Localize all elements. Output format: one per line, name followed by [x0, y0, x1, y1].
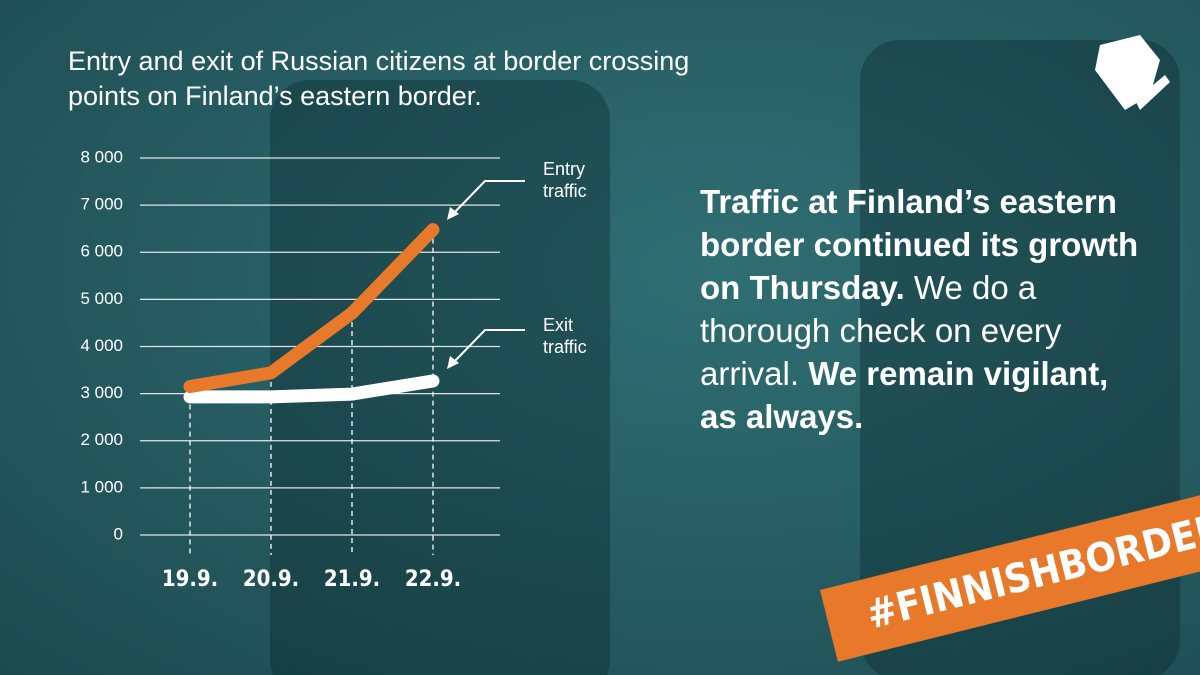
y-tick-label: 2 000 [80, 430, 123, 449]
y-tick-label: 7 000 [80, 195, 123, 214]
message: Traffic at Finland’s eastern border cont… [700, 180, 1150, 438]
message-text: We do a thorough check on every arrival. [700, 269, 1062, 392]
legend-entry: Entry traffic [543, 159, 587, 201]
y-tick-label: 1 000 [80, 477, 123, 496]
legend-arrow [451, 329, 525, 365]
y-tick-label: 3 000 [80, 383, 123, 402]
x-tick-label: 22.9. [405, 567, 461, 592]
background-figure [270, 80, 610, 675]
y-tick-label: 5 000 [80, 289, 123, 308]
chart-title: Entry and exit of Russian citizens at bo… [68, 46, 690, 111]
logo [1095, 35, 1170, 110]
series-line [183, 223, 440, 394]
x-tick-label: 20.9. [243, 567, 299, 592]
legend-arrow-head [447, 207, 459, 220]
y-tick-label: 6 000 [80, 242, 123, 261]
x-tick-label: 21.9. [324, 567, 380, 592]
y-tick-label: 0 [114, 524, 123, 543]
x-tick-label: 19.9. [162, 567, 218, 592]
legend-arrow-head [447, 356, 459, 369]
message-text: Traffic at Finland’s eastern border cont… [700, 183, 1139, 306]
legend-entry: Exit traffic [543, 315, 587, 357]
series-line [183, 374, 440, 404]
y-tick-label: 8 000 [80, 147, 123, 166]
y-tick-label: 4 000 [80, 336, 123, 355]
message-text: We remain vigilant, as always. [700, 355, 1109, 435]
legend-arrow [451, 180, 525, 216]
